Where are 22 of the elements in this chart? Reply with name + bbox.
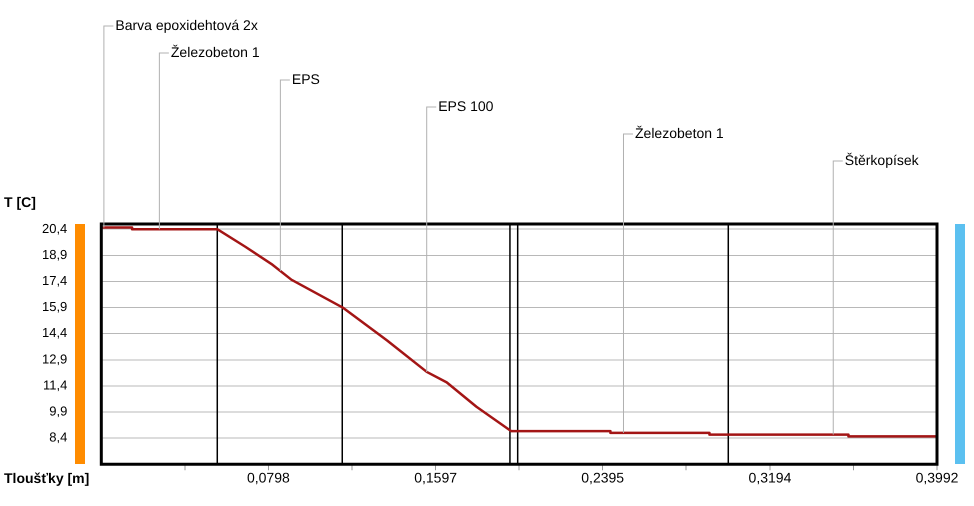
y-tick-label: 15,9	[42, 299, 68, 314]
y-tick-label: 11,4	[42, 377, 68, 392]
y-tick-label: 17,4	[42, 273, 68, 288]
y-tick-label: 8,4	[49, 430, 68, 445]
x-axis-title: Tloušťky [m]	[4, 470, 90, 486]
x-tick-label: 0,3992	[916, 469, 959, 486]
annotation: EPS 100	[438, 98, 494, 114]
y-tick-label: 18,9	[42, 246, 68, 262]
annotation: Železobeton 1	[634, 124, 724, 141]
y-tick-label: 14,4	[42, 325, 68, 340]
x-tick-label: 0,1597	[414, 469, 458, 486]
x-tick-label: 0,3194	[748, 469, 792, 486]
y-tick-label: 12,9	[42, 351, 68, 366]
y-axis-title: T [C]	[4, 194, 36, 210]
y-tick-label: 20,4	[42, 220, 68, 236]
y-tick-label: 9,9	[49, 404, 68, 419]
x-tick-label: 0,2395	[581, 469, 624, 486]
annotation: Železobeton 1	[170, 44, 260, 60]
annotation: Štěrkopísek	[844, 152, 920, 168]
annotation: Barva epoxidehtová 2x	[115, 16, 258, 33]
annotation: EPS	[292, 70, 320, 87]
x-tick-label: 0,0798	[246, 469, 290, 486]
